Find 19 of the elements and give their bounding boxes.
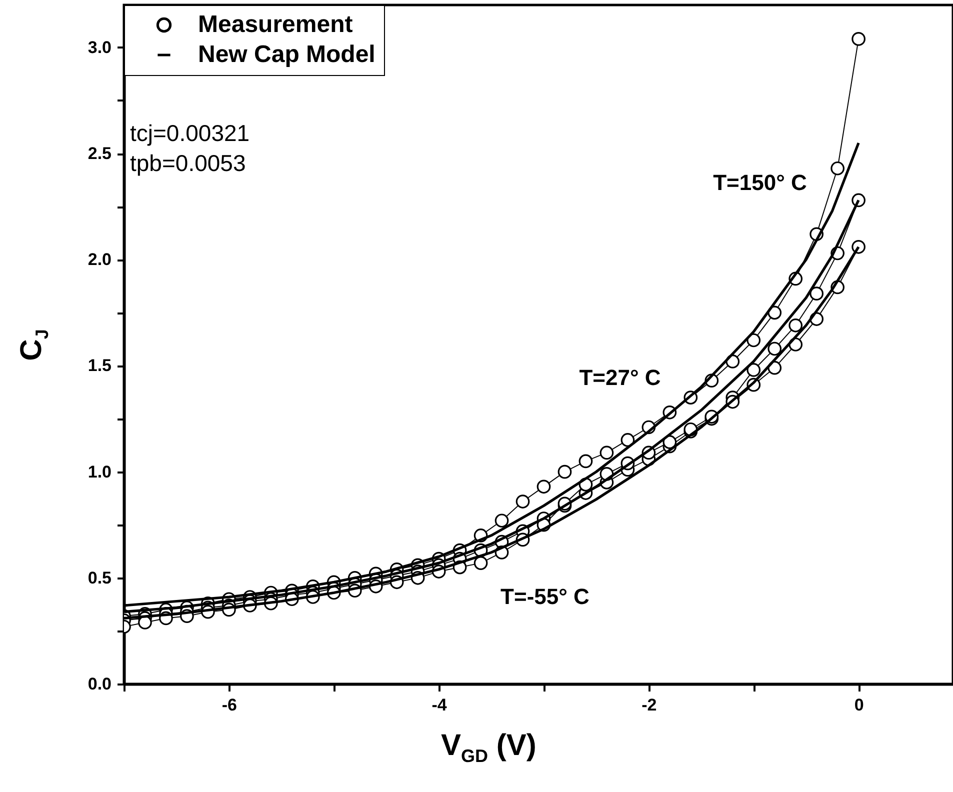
y-tick-label: 0.0: [88, 674, 112, 694]
annotation: T=-55° C: [500, 584, 590, 610]
y-tick-label: 3.0: [88, 38, 112, 57]
y-tick-label: 1.0: [88, 462, 112, 482]
y-tick-label: 2.5: [88, 144, 112, 164]
x-axis-title: V$_{GD}$ (V): [441, 729, 536, 767]
x-tick-label: -4: [432, 696, 448, 714]
y-tick-label: 0.5: [88, 568, 112, 588]
x-tick-label: -6: [222, 696, 237, 714]
annotation: tpb=0.0053: [130, 149, 247, 178]
legend-label: Measurement: [198, 11, 353, 38]
y-tick-label: 1.5: [88, 356, 112, 376]
annotation: tcj=0.00321: [130, 119, 250, 148]
annotation: T=27° C: [579, 365, 661, 391]
legend-label: New Cap Model: [198, 41, 376, 68]
x-tick-label: 0: [854, 696, 864, 714]
y-tick-label: 2.0: [88, 250, 112, 270]
x-tick-label: -2: [642, 696, 657, 714]
annotation: T=150° C: [713, 170, 807, 196]
